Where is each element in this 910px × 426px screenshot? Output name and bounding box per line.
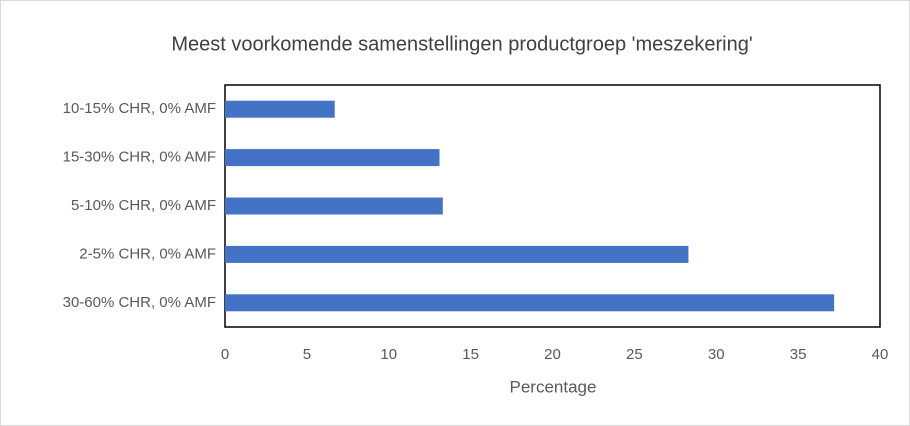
x-axis-label: Percentage (510, 377, 597, 396)
chart-title: Meest voorkomende samenstellingen produc… (171, 33, 752, 55)
x-tick-label: 5 (303, 346, 311, 363)
y-tick-label: 10-15% CHR, 0% AMF (63, 100, 216, 117)
y-tick-label: 2-5% CHR, 0% AMF (79, 245, 216, 262)
x-tick-label: 20 (544, 346, 561, 363)
x-tick-label: 30 (708, 346, 725, 363)
x-tick-label: 25 (626, 346, 643, 363)
x-tick-label: 40 (872, 346, 889, 363)
x-tick-label: 35 (790, 346, 807, 363)
x-tick-label: 0 (221, 346, 229, 363)
x-tick-label: 15 (462, 346, 479, 363)
y-tick-label: 30-60% CHR, 0% AMF (63, 294, 216, 311)
bar (225, 294, 835, 312)
bar (225, 245, 689, 263)
bar (225, 197, 443, 215)
bar (225, 100, 335, 118)
x-tick-label: 10 (380, 346, 397, 363)
y-tick-label: 15-30% CHR, 0% AMF (63, 149, 216, 166)
y-tick-label: 5-10% CHR, 0% AMF (71, 197, 216, 214)
bar (225, 149, 440, 167)
